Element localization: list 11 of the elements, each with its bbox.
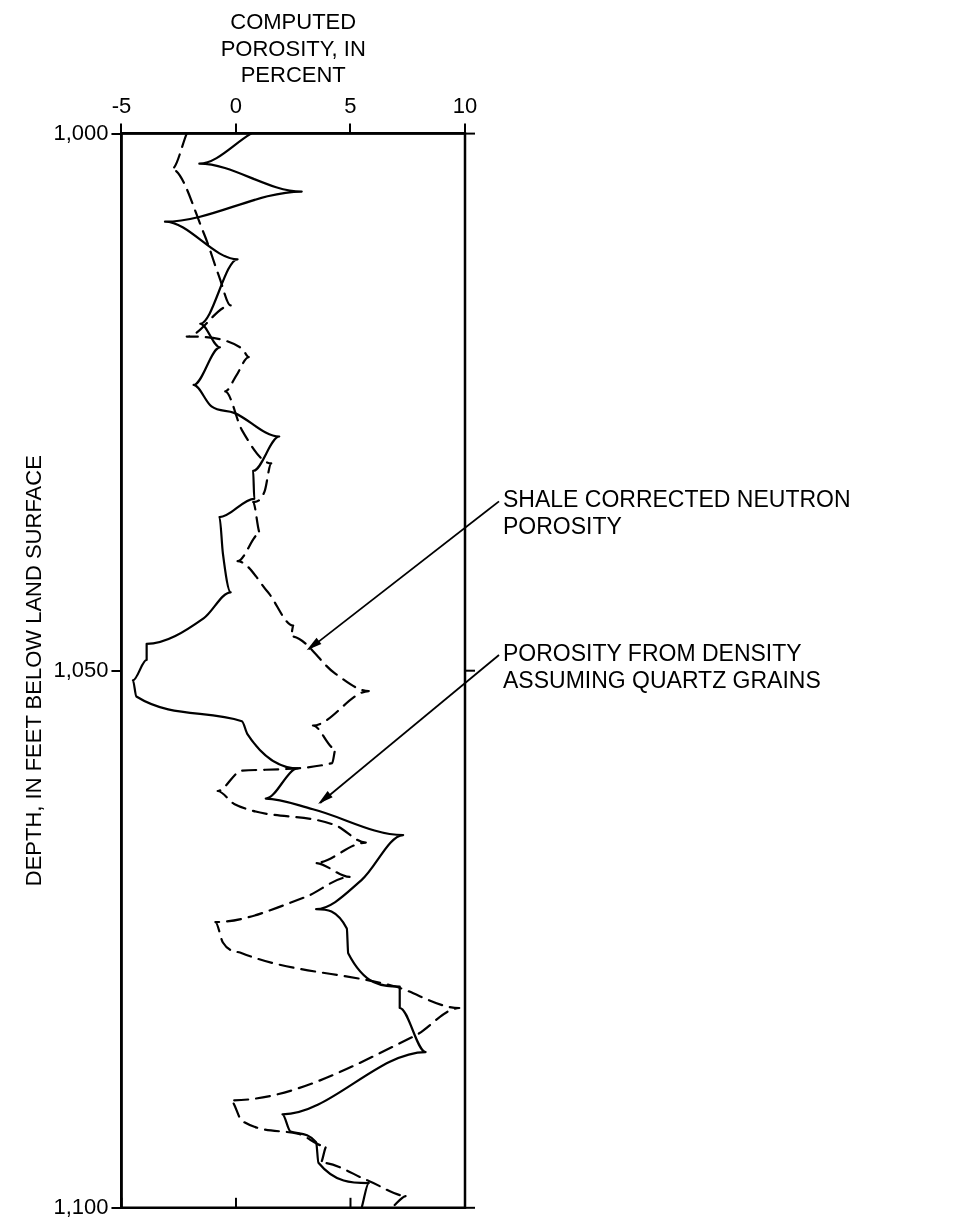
x-tick-label: 10 [452, 93, 478, 119]
y-axis-title: DEPTH, IN FEET BELOW LAND SURFACE [21, 455, 47, 887]
y-tick-label: 1,100 [53, 1193, 109, 1219]
annotation: SHALE CORRECTED NEUTRON POROSITY [503, 486, 851, 540]
x-tick-label: 5 [344, 93, 357, 119]
x-tick-label: 0 [229, 93, 243, 119]
x-axis-title: COMPUTED POROSITY, IN PERCENT [220, 9, 366, 88]
x-tick-label: -5 [111, 93, 132, 119]
annotation: POROSITY FROM DENSITY ASSUMING QUARTZ GRAINS [503, 639, 821, 693]
y-tick-label: 1,000 [53, 119, 109, 145]
y-tick-label: 1,050 [53, 656, 109, 682]
